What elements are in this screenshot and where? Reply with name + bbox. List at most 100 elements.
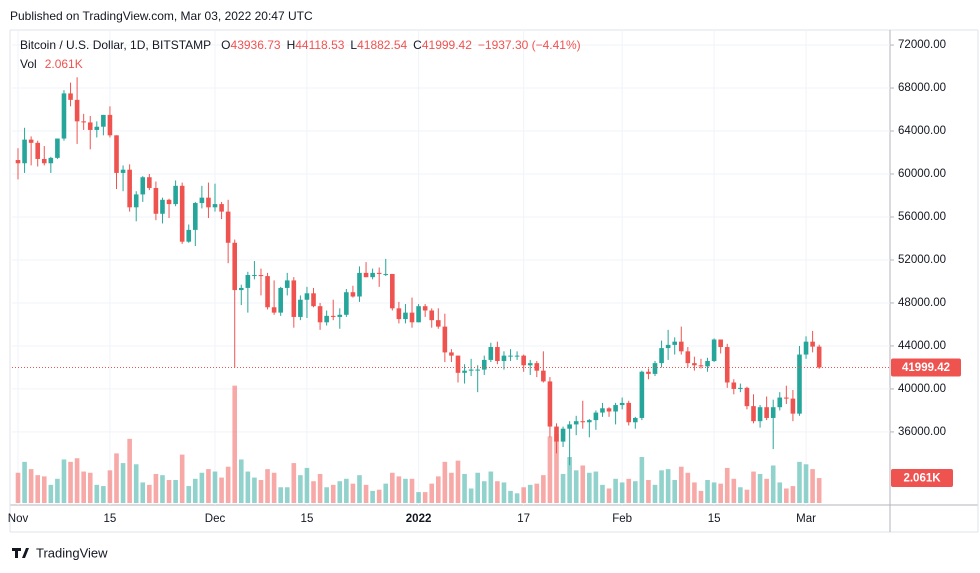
candle-body xyxy=(416,306,421,323)
volume-bar xyxy=(652,484,658,503)
candle-body xyxy=(304,293,310,300)
volume-bar xyxy=(61,459,67,503)
volume-bar xyxy=(685,472,691,503)
candle-body xyxy=(120,169,126,173)
volume-bar xyxy=(718,483,723,503)
volume-bar xyxy=(816,478,822,503)
frame xyxy=(9,29,979,533)
candle-body xyxy=(764,407,769,418)
volume-bar xyxy=(357,475,362,503)
volume-bar xyxy=(291,463,297,503)
candle-body xyxy=(567,424,572,429)
volume-bar xyxy=(731,478,737,503)
candle-body xyxy=(232,242,238,291)
volume-bar xyxy=(383,483,389,503)
candle-body xyxy=(41,158,47,164)
volume-bar xyxy=(475,472,480,503)
candle-body xyxy=(330,315,336,317)
candle-body xyxy=(639,371,645,418)
x-tick-label: Dec xyxy=(205,513,226,525)
candle-body xyxy=(22,139,27,164)
x-tick-label: 2022 xyxy=(406,513,432,525)
volume-bar xyxy=(311,481,316,503)
last-price-tag xyxy=(891,358,961,377)
volume-bar xyxy=(481,481,487,503)
candle-body xyxy=(797,354,802,414)
volume-tag-label: 2.061K xyxy=(903,473,941,485)
volume-bar xyxy=(245,471,251,503)
legend-value: 43936.73 xyxy=(231,38,281,52)
candle-body xyxy=(383,273,389,275)
x-tick-label: 15 xyxy=(708,513,721,525)
candle-body xyxy=(298,299,303,317)
volume-bar xyxy=(764,478,769,503)
volume-bar xyxy=(672,480,677,503)
candle-body xyxy=(225,211,231,243)
legend-value: 44118.53 xyxy=(295,38,344,52)
legend-value: 41882.54 xyxy=(357,38,407,52)
volume-bar xyxy=(639,457,645,503)
candle-body xyxy=(206,197,211,208)
candle-body xyxy=(613,405,618,412)
legend-letter: L xyxy=(350,38,357,52)
candle-body xyxy=(271,307,277,313)
candle-body xyxy=(291,280,297,317)
legend-value: 41999.42 xyxy=(422,38,472,52)
footer-brand: TradingView xyxy=(36,545,108,560)
candle-body xyxy=(685,351,691,364)
candle-body xyxy=(74,99,80,122)
candle-body xyxy=(245,275,251,288)
volume-bar xyxy=(114,453,119,503)
candle-body xyxy=(527,363,533,366)
candle-body xyxy=(547,381,553,427)
candle-body xyxy=(619,402,625,406)
volume-bar xyxy=(186,486,192,503)
candle-body xyxy=(317,306,323,323)
candle-body xyxy=(501,355,507,361)
candle-body xyxy=(705,360,710,367)
volume-bar xyxy=(751,471,756,503)
candle-body xyxy=(593,412,599,421)
volume-bar xyxy=(22,461,27,503)
candle-body xyxy=(521,355,526,366)
volume-bar xyxy=(74,458,80,503)
volume-bar xyxy=(777,482,783,503)
candle-body xyxy=(173,185,178,205)
volume-bar xyxy=(659,470,664,503)
volume-bar xyxy=(232,385,238,503)
candle-body xyxy=(429,310,435,321)
volume-bar xyxy=(140,482,146,503)
candle-body xyxy=(573,421,579,425)
candle-body xyxy=(278,287,283,313)
volume-bar xyxy=(521,487,526,503)
volume-bar xyxy=(554,434,559,503)
volume-bar xyxy=(724,467,730,503)
candle-body xyxy=(665,344,671,349)
volume-bar xyxy=(28,469,34,503)
candle-body xyxy=(61,93,67,139)
volume-bar xyxy=(344,478,349,503)
candle-body xyxy=(396,308,402,320)
volume-bar xyxy=(258,480,264,503)
candle-body xyxy=(133,194,139,208)
volume-bar xyxy=(101,486,106,503)
candle-body xyxy=(672,341,677,345)
volume-bar xyxy=(619,482,625,503)
y-tick-label: 60000.00 xyxy=(898,168,946,180)
volume-bar xyxy=(626,478,632,503)
y-tick-label: 52000.00 xyxy=(898,254,946,266)
volume-bar xyxy=(429,483,435,503)
footer-logo: TradingView xyxy=(12,545,108,560)
candle-body xyxy=(324,315,329,323)
volume-bar xyxy=(600,484,605,503)
y-tick-label: 56000.00 xyxy=(898,211,946,223)
volume-bar xyxy=(147,484,152,503)
volume-bar xyxy=(252,477,257,503)
volume-bar xyxy=(199,472,205,503)
volume-bar xyxy=(573,470,579,503)
volume-bar xyxy=(94,484,100,503)
volume-bar xyxy=(173,480,178,503)
volume-bar xyxy=(613,478,618,503)
volume-bar xyxy=(153,473,159,503)
